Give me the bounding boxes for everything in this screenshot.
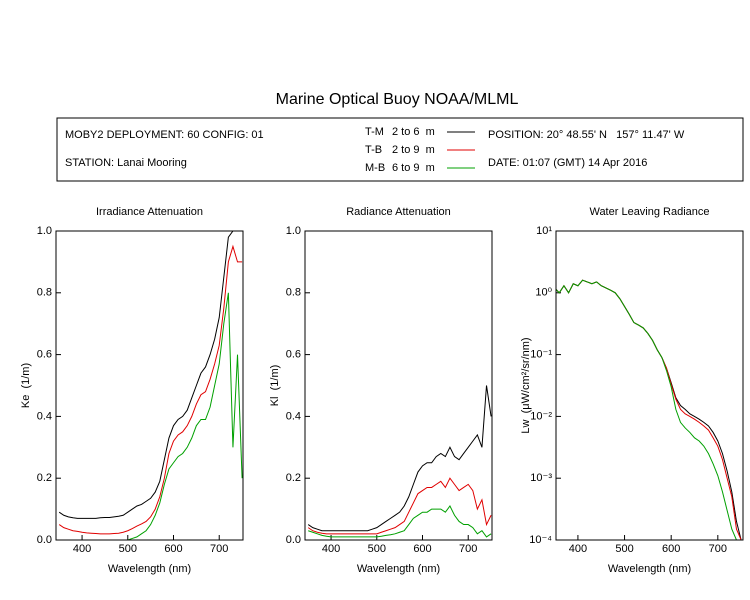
y-tick-label: 10⁰ bbox=[535, 287, 552, 299]
y-tick-label: 0.6 bbox=[37, 349, 52, 361]
y-tick-label: 0.8 bbox=[37, 287, 52, 299]
plot-frame bbox=[55, 230, 244, 541]
x-axis-label: Wavelength (nm) bbox=[357, 563, 440, 575]
legend-depth: 2 to 9 m bbox=[392, 144, 435, 156]
y-tick-label: 0.2 bbox=[286, 472, 301, 484]
x-tick-label: 700 bbox=[210, 543, 228, 555]
y-tick-label: 1.0 bbox=[37, 225, 52, 237]
y-tick-label: 10⁻¹ bbox=[530, 349, 552, 361]
legend-name: T-M bbox=[365, 126, 384, 138]
chart-title: Irradiance Attenuation bbox=[96, 206, 203, 218]
y-axis-label: Kl (1/m) bbox=[269, 365, 281, 407]
x-tick-label: 400 bbox=[569, 543, 587, 555]
x-axis-label: Wavelength (nm) bbox=[108, 563, 191, 575]
legend-depth: 6 to 9 m bbox=[392, 162, 435, 174]
y-tick-label: 0.4 bbox=[37, 410, 52, 422]
x-tick-label: 700 bbox=[709, 543, 727, 555]
y-tick-label: 0.6 bbox=[286, 349, 301, 361]
x-tick-label: 400 bbox=[73, 543, 91, 555]
series-line bbox=[308, 505, 492, 538]
series-line bbox=[556, 279, 737, 540]
y-tick-label: 0.0 bbox=[286, 534, 301, 546]
y-axis-label: Lw (μW/cm²/sr/nm) bbox=[520, 337, 532, 433]
legend-name: M-B bbox=[365, 162, 385, 174]
date: DATE: 01:07 (GMT) 14 Apr 2016 bbox=[488, 157, 647, 169]
y-tick-label: 0.4 bbox=[286, 410, 301, 422]
page-title: Marine Optical Buoy NOAA/MLML bbox=[276, 91, 519, 108]
x-tick-label: 400 bbox=[322, 543, 340, 555]
y-tick-label: 10¹ bbox=[536, 225, 552, 237]
plot-frame bbox=[304, 230, 493, 541]
x-tick-label: 700 bbox=[459, 543, 477, 555]
y-tick-label: 0.2 bbox=[37, 472, 52, 484]
x-tick-label: 600 bbox=[164, 543, 182, 555]
legend-name: T-B bbox=[365, 144, 382, 156]
series-line bbox=[58, 231, 243, 519]
chart-title: Radiance Attenuation bbox=[346, 206, 451, 218]
series-line bbox=[58, 244, 243, 535]
x-tick-label: 500 bbox=[368, 543, 386, 555]
station: STATION: Lanai Mooring bbox=[65, 157, 187, 169]
y-tick-label: 0.8 bbox=[286, 287, 301, 299]
legend-depth: 2 to 6 m bbox=[392, 126, 435, 138]
y-tick-label: 0.0 bbox=[37, 534, 52, 546]
deployment: MOBY2 DEPLOYMENT: 60 CONFIG: 01 bbox=[65, 129, 264, 141]
y-tick-label: 10⁻⁴ bbox=[529, 534, 552, 546]
series-line bbox=[59, 292, 243, 540]
series-line bbox=[307, 477, 492, 535]
x-axis-label: Wavelength (nm) bbox=[608, 563, 691, 575]
position: POSITION: 20° 48.55' N 157° 11.47' W bbox=[488, 129, 685, 141]
plot-frame bbox=[555, 230, 744, 541]
x-tick-label: 600 bbox=[662, 543, 680, 555]
series-line bbox=[556, 279, 742, 540]
x-tick-label: 500 bbox=[615, 543, 633, 555]
y-tick-label: 10⁻³ bbox=[530, 472, 552, 484]
series-line bbox=[556, 279, 742, 540]
chart-title: Water Leaving Radiance bbox=[589, 206, 709, 218]
info-box bbox=[56, 117, 744, 182]
x-tick-label: 600 bbox=[413, 543, 431, 555]
x-tick-label: 500 bbox=[119, 543, 137, 555]
series-line bbox=[307, 385, 492, 532]
y-tick-label: 1.0 bbox=[286, 225, 301, 237]
y-axis-label: Ke (1/m) bbox=[20, 363, 32, 408]
y-tick-label: 10⁻² bbox=[530, 410, 552, 422]
